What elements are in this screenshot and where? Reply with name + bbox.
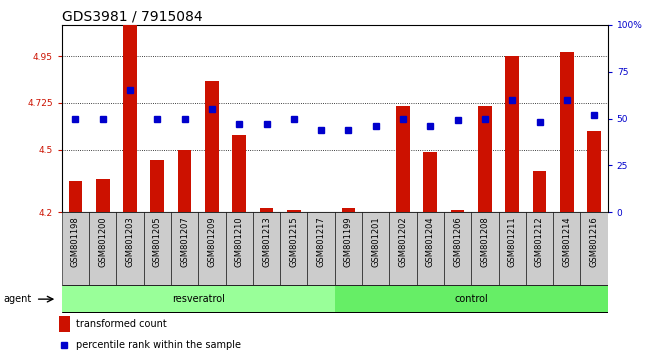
Bar: [417, 212, 444, 285]
Bar: [69, 181, 82, 212]
Bar: [198, 212, 226, 285]
Bar: [62, 212, 89, 285]
Bar: [342, 208, 355, 212]
Bar: [335, 286, 608, 312]
Text: percentile rank within the sample: percentile rank within the sample: [76, 340, 241, 350]
Bar: [307, 212, 335, 285]
Text: transformed count: transformed count: [76, 319, 167, 329]
Text: control: control: [454, 294, 488, 304]
Bar: [396, 106, 410, 212]
Text: GSM801216: GSM801216: [590, 216, 599, 267]
Bar: [233, 135, 246, 212]
Bar: [287, 210, 300, 212]
Bar: [116, 212, 144, 285]
Text: GSM801210: GSM801210: [235, 216, 244, 267]
Bar: [226, 212, 253, 285]
Bar: [362, 212, 389, 285]
Text: GSM801207: GSM801207: [180, 216, 189, 267]
Bar: [62, 286, 335, 312]
Bar: [335, 212, 362, 285]
Bar: [253, 212, 280, 285]
Text: GSM801217: GSM801217: [317, 216, 326, 267]
Bar: [533, 171, 546, 212]
Text: GSM801204: GSM801204: [426, 216, 435, 267]
Bar: [451, 210, 464, 212]
Text: GSM801203: GSM801203: [125, 216, 135, 267]
Text: GSM801198: GSM801198: [71, 216, 80, 267]
Text: GSM801205: GSM801205: [153, 216, 162, 267]
Bar: [89, 212, 116, 285]
Text: GSM801206: GSM801206: [453, 216, 462, 267]
Bar: [424, 152, 437, 212]
Bar: [178, 150, 192, 212]
Text: GSM801201: GSM801201: [371, 216, 380, 267]
Bar: [499, 212, 526, 285]
Text: GSM801212: GSM801212: [535, 216, 544, 267]
Bar: [151, 160, 164, 212]
Bar: [144, 212, 171, 285]
Bar: [389, 212, 417, 285]
Bar: [260, 208, 273, 212]
Bar: [553, 212, 580, 285]
Text: GSM801215: GSM801215: [289, 216, 298, 267]
Text: GSM801202: GSM801202: [398, 216, 408, 267]
Bar: [96, 179, 109, 212]
Bar: [444, 212, 471, 285]
Bar: [58, 316, 70, 332]
Text: GSM801200: GSM801200: [98, 216, 107, 267]
Bar: [171, 212, 198, 285]
Bar: [205, 81, 218, 212]
Text: GSM801214: GSM801214: [562, 216, 571, 267]
Bar: [124, 25, 137, 212]
Text: GSM801208: GSM801208: [480, 216, 489, 267]
Text: GSM801211: GSM801211: [508, 216, 517, 267]
Text: GSM801209: GSM801209: [207, 216, 216, 267]
Text: GDS3981 / 7915084: GDS3981 / 7915084: [62, 10, 202, 24]
Bar: [526, 212, 553, 285]
Bar: [588, 131, 601, 212]
Bar: [280, 212, 307, 285]
Text: GSM801213: GSM801213: [262, 216, 271, 267]
Text: agent: agent: [3, 294, 31, 304]
Text: resveratrol: resveratrol: [172, 294, 225, 304]
Bar: [471, 212, 499, 285]
Bar: [580, 212, 608, 285]
Bar: [560, 52, 573, 212]
Bar: [506, 56, 519, 212]
Text: GSM801199: GSM801199: [344, 216, 353, 267]
Bar: [478, 106, 492, 212]
